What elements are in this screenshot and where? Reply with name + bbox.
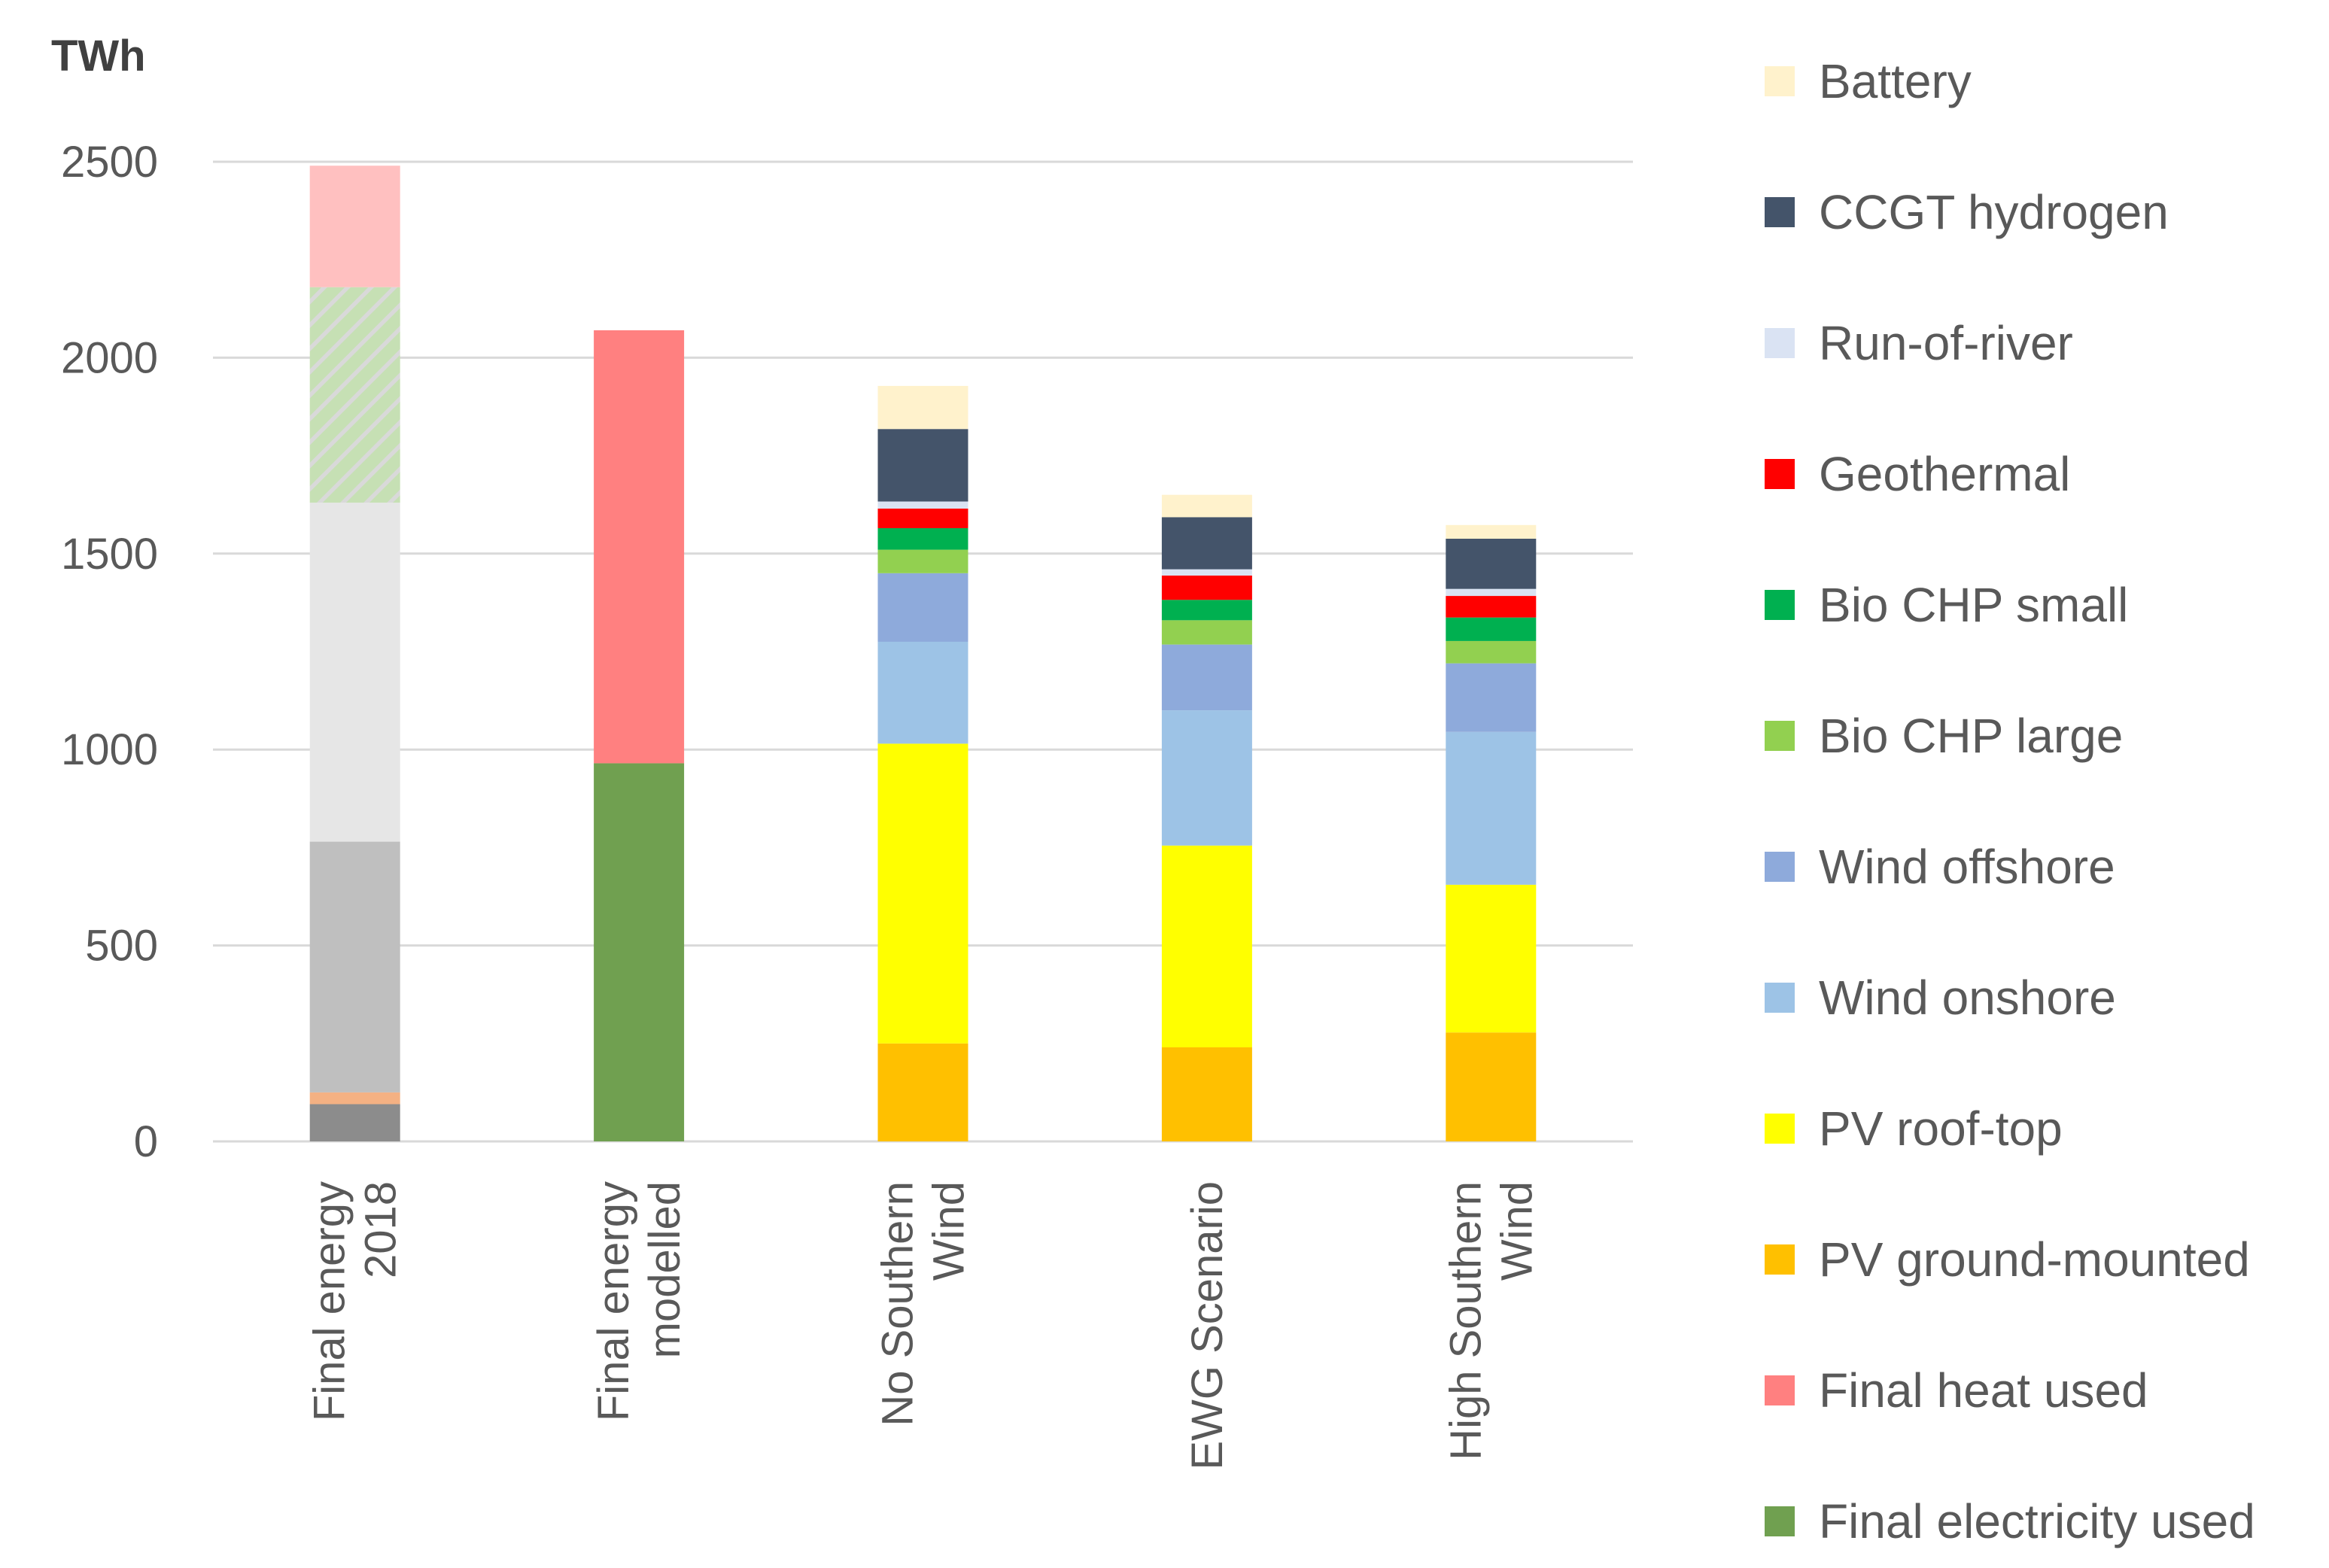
legend-label-wind-offshore: Wind offshore	[1819, 840, 2115, 894]
bar-segment-run-of-river-cat3	[1161, 569, 1252, 576]
bar-segment-ccgt-hydrogen-cat4	[1446, 539, 1537, 589]
x-category-label-0-1: 2018	[357, 1181, 406, 1278]
x-category-label-4-1: Wind	[1492, 1181, 1541, 1281]
y-tick-label-1000: 1000	[61, 725, 158, 774]
legend-swatch-wind-offshore	[1765, 852, 1795, 882]
bar-segment-final-heat-used-cat1	[594, 330, 685, 764]
bars	[309, 166, 1537, 1141]
x-category-label-0-0: Final energy	[306, 1181, 354, 1421]
legend-swatch-run-of-river	[1765, 328, 1795, 358]
bar-segment-wind-offshore-cat2	[877, 573, 968, 642]
bar-segment-battery-cat2	[877, 385, 968, 430]
legend-label-battery: Battery	[1819, 54, 1972, 108]
bar-segment-bio-chp-small-cat2	[877, 527, 968, 550]
legend-label-pv-roof-top: PV roof-top	[1819, 1102, 2063, 1156]
bar-segment-ref-2018-2	[309, 841, 400, 1092]
legend-swatch-battery	[1765, 66, 1795, 96]
x-category-label-2-0: No Southern	[874, 1181, 923, 1427]
bar-segment-pv-roof-top-cat4	[1446, 884, 1537, 1033]
bar-segment-final-electricity-used-cat1	[594, 763, 685, 1141]
bar-segment-ref-2018-0	[309, 1104, 400, 1141]
x-category-label-2-1: Wind	[925, 1181, 974, 1281]
bar-segment-wind-onshore-cat2	[877, 641, 968, 744]
bar-segment-run-of-river-cat2	[877, 501, 968, 509]
bar-segment-battery-cat4	[1446, 524, 1537, 539]
bar-segment-geothermal-cat2	[877, 508, 968, 528]
legend-swatch-pv-ground-mounted	[1765, 1244, 1795, 1275]
y-tick-label-2000: 2000	[61, 333, 158, 382]
bar-segment-pv-roof-top-cat3	[1161, 845, 1252, 1048]
x-category-label-3-0: EWG Scenario	[1183, 1181, 1232, 1470]
legend-swatch-geothermal	[1765, 459, 1795, 489]
bar-segment-pv-ground-mounted-cat4	[1446, 1032, 1537, 1141]
legend-swatch-final-electricity-used	[1765, 1506, 1795, 1536]
bar-segment-ref-2018-5	[309, 166, 400, 287]
legend-label-final-electricity-used: Final electricity used	[1819, 1494, 2255, 1548]
y-tick-label-0: 0	[134, 1117, 158, 1166]
y-axis-unit-label: TWh	[51, 32, 146, 81]
legend-swatch-pv-roof-top	[1765, 1114, 1795, 1144]
bar-segment-bio-chp-small-cat3	[1161, 600, 1252, 621]
legend-swatch-bio-chp-large	[1765, 721, 1795, 751]
legend-label-wind-onshore: Wind onshore	[1819, 971, 2116, 1025]
bar-segment-battery-cat3	[1161, 494, 1252, 518]
bar-segment-ccgt-hydrogen-cat2	[877, 429, 968, 502]
legend-swatch-bio-chp-small	[1765, 590, 1795, 620]
legend-label-bio-chp-large: Bio CHP large	[1819, 709, 2123, 763]
y-axis-ticks: 0 500 1000 1500 2000 2500	[61, 138, 158, 1166]
legend-label-final-heat-used: Final heat used	[1819, 1363, 2148, 1418]
bar-segment-run-of-river-cat4	[1446, 588, 1537, 597]
bar-segment-ccgt-hydrogen-cat3	[1161, 517, 1252, 570]
legend-label-run-of-river: Run-of-river	[1819, 316, 2073, 370]
bar-segment-wind-onshore-cat3	[1161, 710, 1252, 846]
bar-segment-bio-chp-small-cat4	[1446, 617, 1537, 641]
legend-swatch-ccgt-hydrogen	[1765, 197, 1795, 227]
x-axis-categories: Final energy 2018 Final energy modelled No S…	[306, 1181, 1542, 1470]
y-tick-label-500: 500	[85, 922, 158, 971]
x-category-label-1-0: Final energy	[589, 1181, 638, 1421]
bar-segment-ref-2018-3	[309, 503, 400, 842]
y-tick-label-1500: 1500	[61, 530, 158, 579]
legend-label-geothermal: Geothermal	[1819, 447, 2070, 501]
bar-segment-pv-roof-top-cat2	[877, 743, 968, 1044]
legend-label-bio-chp-small: Bio CHP small	[1819, 578, 2128, 632]
bar-segment-bio-chp-large-cat2	[877, 549, 968, 573]
bar-segment-ref-2018-4	[309, 287, 400, 503]
bar-segment-wind-offshore-cat4	[1446, 663, 1537, 732]
bar-segment-ref-2018-1	[309, 1092, 400, 1105]
bar-segment-geothermal-cat4	[1446, 596, 1537, 618]
legend-label-pv-ground-mounted: PV ground-mounted	[1819, 1232, 2250, 1287]
bar-segment-geothermal-cat3	[1161, 575, 1252, 600]
bar-segment-bio-chp-large-cat3	[1161, 620, 1252, 645]
bar-segment-wind-offshore-cat3	[1161, 644, 1252, 711]
bar-segment-wind-onshore-cat4	[1446, 731, 1537, 885]
y-tick-label-2500: 2500	[61, 138, 158, 187]
bar-segment-pv-ground-mounted-cat3	[1161, 1047, 1252, 1141]
bar-segment-pv-ground-mounted-cat2	[877, 1043, 968, 1141]
legend-label-ccgt-hydrogen: CCGT hydrogen	[1819, 185, 2169, 239]
x-category-label-1-1: modelled	[640, 1181, 689, 1358]
bar-segment-bio-chp-large-cat4	[1446, 640, 1537, 664]
legend-swatch-wind-onshore	[1765, 983, 1795, 1013]
legend-swatch-final-heat-used	[1765, 1375, 1795, 1405]
legend: Battery CCGT hydrogen Run-of-river Geotherm…	[1765, 54, 2255, 1548]
x-category-label-4-0: High Southern	[1441, 1181, 1490, 1460]
